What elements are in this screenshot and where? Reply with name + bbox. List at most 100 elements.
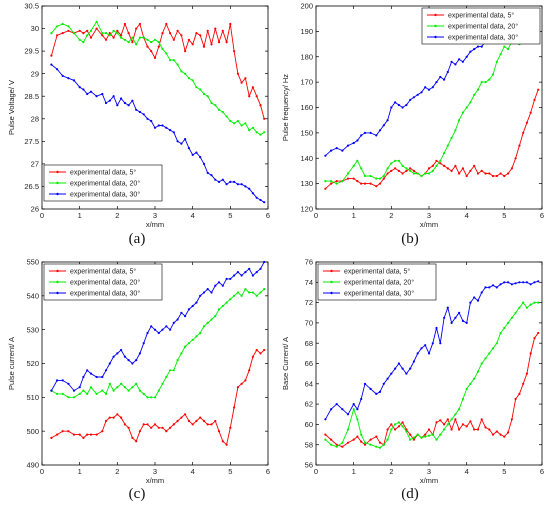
y-tick-label: 26.5 <box>24 182 39 191</box>
data-point <box>488 172 491 175</box>
data-point <box>522 382 525 385</box>
data-point <box>146 117 149 120</box>
data-point <box>176 140 179 143</box>
data-point <box>507 172 510 175</box>
data-point <box>123 38 126 41</box>
x-tick-label: 2 <box>389 211 393 220</box>
data-point <box>378 390 382 393</box>
data-point <box>240 274 243 277</box>
data-point <box>503 281 506 284</box>
data-point <box>537 280 540 283</box>
data-point <box>409 438 412 441</box>
data-point <box>378 177 382 180</box>
data-point <box>142 423 145 426</box>
data-point <box>67 396 70 399</box>
x-tick-label: 5 <box>502 211 506 220</box>
data-point <box>439 159 442 162</box>
data-point <box>473 48 476 51</box>
data-point <box>431 342 434 345</box>
legend-label: experimental data, 20° <box>344 279 414 287</box>
data-point <box>206 95 209 98</box>
data-point <box>202 92 206 96</box>
data-point <box>180 142 183 145</box>
y-tick-label: 26 <box>31 205 39 214</box>
data-point <box>187 308 190 311</box>
data-point <box>454 316 457 319</box>
data-point <box>233 274 236 277</box>
data-point <box>195 151 198 154</box>
data-point <box>514 157 517 160</box>
data-point <box>116 386 119 389</box>
data-point <box>138 389 141 392</box>
data-point <box>225 277 228 280</box>
legend-label: experimental data, 30° <box>448 34 518 42</box>
data-point <box>510 316 513 319</box>
data-point <box>142 113 145 116</box>
data-point <box>240 294 243 297</box>
x-tick-label: 6 <box>266 467 270 476</box>
data-point <box>405 372 408 375</box>
data-point <box>82 375 85 379</box>
data-point <box>259 291 262 294</box>
data-point <box>446 144 449 147</box>
data-point <box>210 291 213 294</box>
data-point <box>116 31 119 35</box>
legend-marker <box>56 280 59 284</box>
y-axis-label: Base Current/ A <box>281 337 290 390</box>
data-point <box>82 41 85 44</box>
data-point <box>503 174 506 178</box>
data-point <box>221 440 224 443</box>
data-point <box>116 413 119 416</box>
data-point <box>480 45 483 48</box>
data-point <box>248 187 251 190</box>
data-point <box>180 416 183 419</box>
data-point <box>386 167 389 170</box>
data-point <box>120 36 123 39</box>
data-point <box>67 382 70 385</box>
data-point <box>172 38 175 41</box>
data-point <box>454 413 457 416</box>
data-point <box>341 408 344 411</box>
data-point <box>330 149 333 152</box>
data-point <box>394 101 397 104</box>
data-point <box>50 436 53 439</box>
data-point <box>108 31 111 35</box>
data-point <box>420 91 423 94</box>
data-point <box>394 159 397 162</box>
data-point <box>236 183 239 186</box>
data-point <box>488 428 491 431</box>
data-point <box>491 284 495 287</box>
data-point <box>248 267 251 270</box>
data-point <box>324 418 327 421</box>
data-point <box>458 408 461 411</box>
panel-caption: (d) <box>401 486 419 502</box>
legend: experimental data, 5° experimental data, … <box>421 7 541 45</box>
data-point <box>240 81 243 84</box>
data-point <box>244 122 247 125</box>
data-point <box>435 421 438 424</box>
y-axis-label: Pulse current/ A <box>7 337 16 390</box>
data-point <box>195 419 198 423</box>
data-point <box>176 63 179 66</box>
data-point <box>518 306 521 309</box>
series-2 <box>50 20 266 136</box>
data-point <box>180 70 183 73</box>
data-point <box>191 423 194 426</box>
data-point <box>240 382 243 385</box>
data-point <box>89 29 93 32</box>
data-point <box>191 153 194 156</box>
data-point <box>356 139 359 142</box>
data-point <box>401 172 404 175</box>
legend-label: experimental data, 20° <box>70 180 140 188</box>
data-point <box>255 131 258 134</box>
data-point <box>458 172 461 175</box>
data-point <box>255 95 258 98</box>
data-point <box>507 431 510 434</box>
data-point <box>491 73 495 76</box>
data-point <box>131 436 134 439</box>
y-tick-label: 540 <box>26 291 39 300</box>
data-point <box>165 375 168 379</box>
data-point <box>356 180 359 183</box>
data-point <box>424 86 427 89</box>
